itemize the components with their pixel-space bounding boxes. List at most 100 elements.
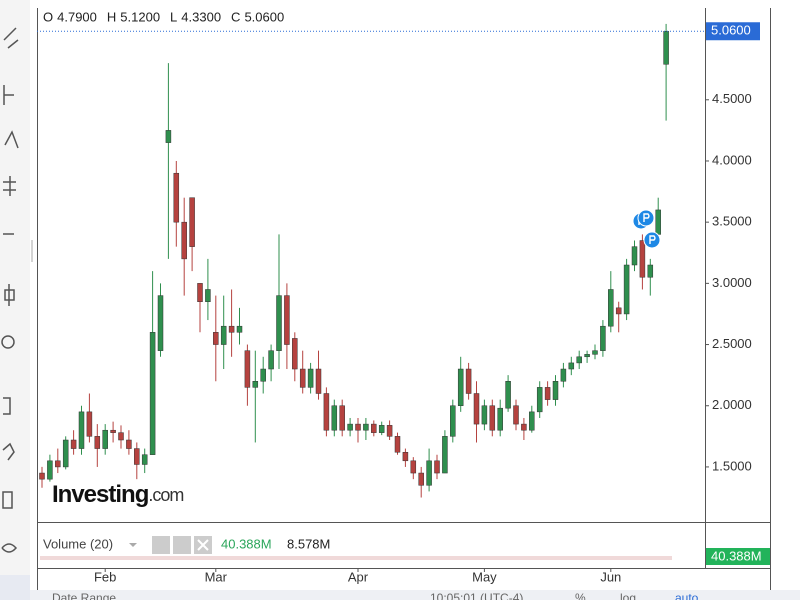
candle-body xyxy=(78,411,85,449)
footer-log[interactable]: log xyxy=(620,591,636,600)
tool-fib[interactable] xyxy=(3,85,14,105)
tool-zoom[interactable] xyxy=(1,335,15,349)
candle-body xyxy=(323,393,330,431)
candle-body xyxy=(299,368,306,388)
candle-body xyxy=(70,439,77,449)
candle-body xyxy=(497,407,503,431)
candle-body xyxy=(228,325,235,333)
y-tick-label: 2.5000 xyxy=(712,336,752,351)
plot: 1.5000 2.0000 2.5000 3.0000 3.5000 4.0000 4.50… xyxy=(37,22,760,584)
candle-body xyxy=(236,325,243,333)
candle-body xyxy=(505,381,511,409)
candle-body xyxy=(608,289,614,327)
candle-body xyxy=(442,436,448,474)
tool-line[interactable] xyxy=(3,27,19,49)
candle-body xyxy=(244,350,251,388)
tool-pattern[interactable] xyxy=(4,130,19,149)
candle-body xyxy=(181,221,187,260)
footer-auto[interactable]: auto xyxy=(675,591,699,600)
volume-settings[interactable] xyxy=(173,536,191,554)
candle-body xyxy=(481,405,488,425)
x-tick-label: Jun xyxy=(600,569,621,584)
candle-body xyxy=(584,354,590,358)
toolbar-icons xyxy=(1,27,19,553)
tool-candle[interactable] xyxy=(4,284,15,306)
candle-body xyxy=(639,240,646,278)
volume-bars xyxy=(40,556,672,560)
y-tick-label: 4.5000 xyxy=(712,91,752,106)
candle-body xyxy=(410,460,417,474)
candle-body xyxy=(260,368,266,382)
candle-body xyxy=(94,436,101,449)
candle-body xyxy=(513,405,519,425)
candle-body xyxy=(205,289,211,302)
candle-body xyxy=(39,472,45,480)
volume-last: 40.388M xyxy=(221,536,272,551)
last-price-tag xyxy=(706,22,760,41)
candle-body xyxy=(173,172,180,223)
header-value: 5.1200 xyxy=(120,9,160,24)
candle-body xyxy=(197,283,203,302)
volume-dropdown[interactable] xyxy=(129,543,137,547)
volume-title: Volume (20) xyxy=(43,536,113,551)
candle-body xyxy=(402,451,409,462)
candle-body xyxy=(473,393,480,425)
candle-body xyxy=(418,472,424,486)
event-marker-glyph xyxy=(643,213,650,222)
volume-eye[interactable] xyxy=(152,536,170,554)
candle-body xyxy=(355,423,361,431)
candle-body xyxy=(457,368,464,406)
x-tick-label: Mar xyxy=(205,569,228,584)
candle-body xyxy=(536,387,543,413)
y-tick-label: 4.0000 xyxy=(712,152,752,167)
candle-body xyxy=(615,307,622,315)
candle-body xyxy=(331,405,338,431)
header-key: L xyxy=(170,9,177,24)
y-tick-label: 1.5000 xyxy=(712,458,752,473)
candle-body xyxy=(576,356,582,364)
candle-body xyxy=(149,332,156,455)
candle-body xyxy=(220,325,227,345)
candle-body xyxy=(284,295,290,345)
x-tick-label: Feb xyxy=(94,569,116,584)
tool-magnet[interactable] xyxy=(2,442,15,461)
logo-brand: Investing xyxy=(52,481,149,508)
volume-average: 8.578M xyxy=(287,536,330,551)
candle-body xyxy=(118,432,124,441)
candle-body xyxy=(394,436,401,453)
tool-eye[interactable] xyxy=(1,543,17,553)
candle-body xyxy=(378,425,385,433)
candle-body xyxy=(600,325,606,351)
candle-body xyxy=(110,429,116,433)
tool-lock[interactable] xyxy=(3,397,11,415)
candle-body xyxy=(292,338,298,370)
footer-percent[interactable]: % xyxy=(575,591,586,600)
header-key: C xyxy=(231,9,240,24)
tool-trash[interactable] xyxy=(2,491,13,509)
candle-body xyxy=(544,387,551,400)
candle-body xyxy=(655,209,661,235)
candle-body xyxy=(252,381,259,388)
volume-tag xyxy=(706,548,770,565)
candle-body xyxy=(339,405,345,431)
candle-body xyxy=(268,350,274,370)
y-tick-label: 3.5000 xyxy=(712,214,752,229)
candle-body xyxy=(521,423,527,431)
toolbar-active xyxy=(0,575,30,600)
candle-body xyxy=(663,31,669,65)
candle-body xyxy=(623,264,630,315)
candle-body xyxy=(568,362,575,370)
ohlc-header: O 4.7900 H 5.1200 L 4.3300 C 5.0600 xyxy=(43,9,284,24)
candle-body xyxy=(157,295,164,351)
candle-body xyxy=(134,448,140,465)
candle-body xyxy=(647,264,654,278)
header-key: H xyxy=(107,9,116,24)
candle-body xyxy=(141,454,148,465)
candle-body xyxy=(315,368,322,394)
footer-range[interactable]: Date Range xyxy=(52,591,116,600)
candle-body xyxy=(426,460,432,486)
candle-body xyxy=(529,411,535,431)
logo: Investing.com xyxy=(52,481,183,508)
frame xyxy=(37,8,771,590)
tool-measure[interactable] xyxy=(3,176,16,196)
